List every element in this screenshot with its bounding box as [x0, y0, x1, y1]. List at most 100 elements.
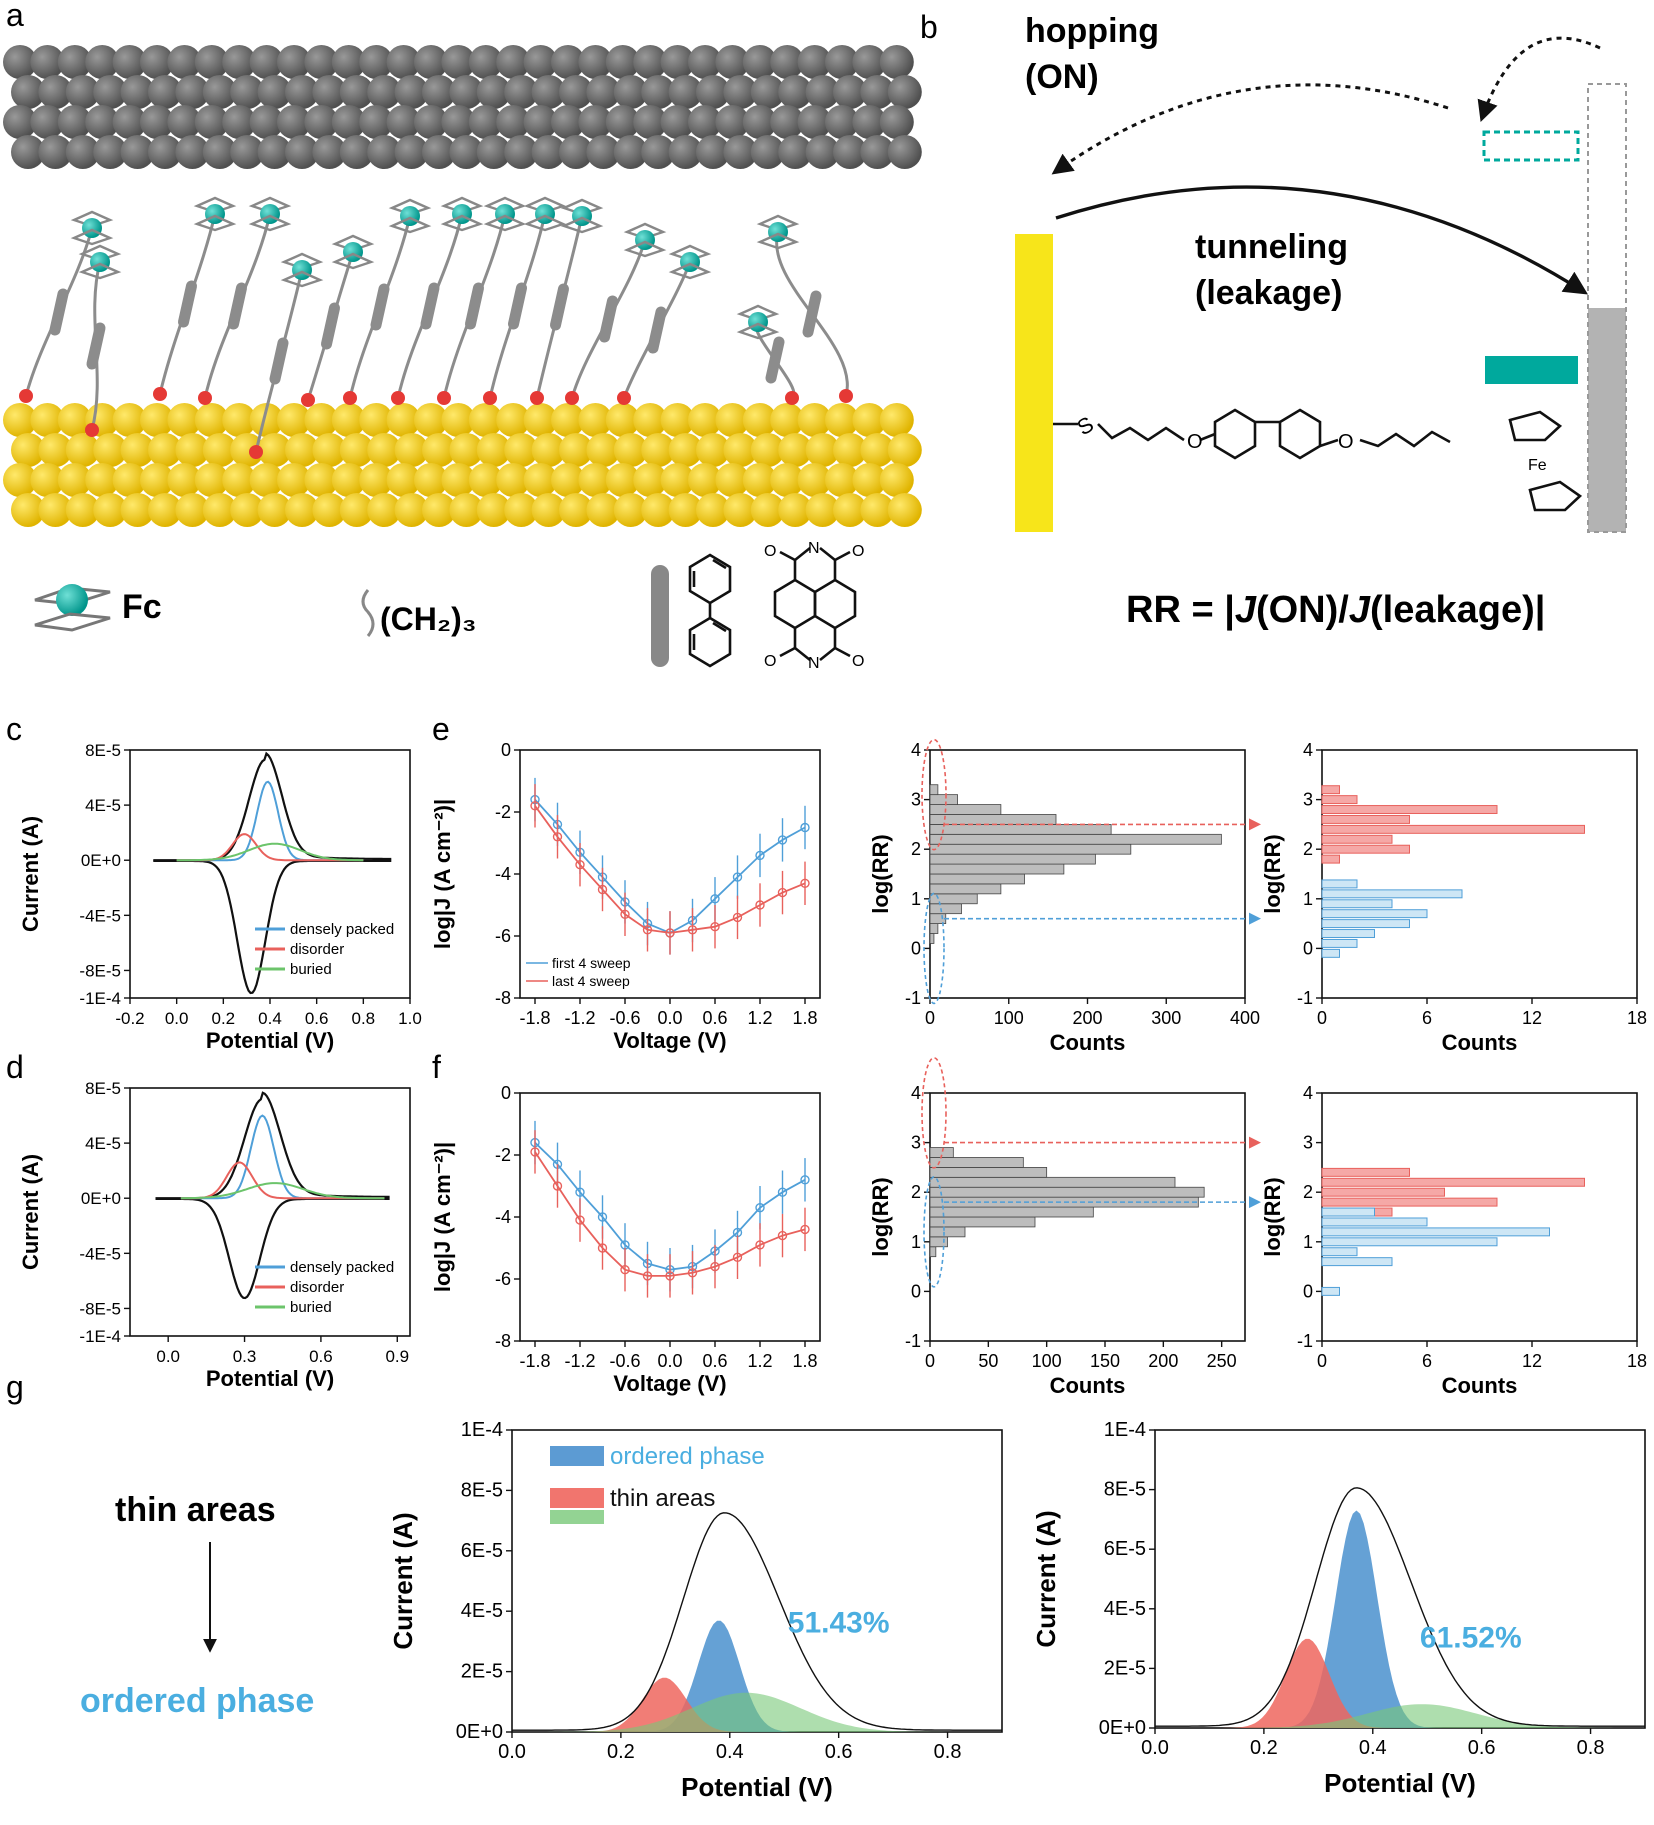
hopping-arrow [1051, 83, 1449, 175]
data-point [755, 850, 765, 861]
electrode-atom [496, 105, 531, 139]
gold-atom [778, 493, 813, 527]
x-tick-label: 12 [1522, 1351, 1542, 1371]
gold-atom [715, 403, 750, 437]
gold-atom [860, 433, 895, 467]
y-tick-label: 4 [1303, 740, 1313, 760]
hist-bar-high [1321, 814, 1410, 824]
electrode-atom [339, 135, 374, 169]
leakage-label: (leakage) [1195, 274, 1342, 312]
rigid-segment [178, 280, 197, 328]
electrode-atom [860, 75, 895, 109]
charts-group: -0.2 0.0 0.2 0.4 0.6 0.8 1.0 8E-5 4E-5 0E+0 -4E-5 -… [18, 738, 1647, 1802]
y-tick-label: -4E-5 [79, 906, 121, 925]
gold-atom [257, 433, 292, 467]
ferrocene-label: Fc [122, 588, 162, 626]
plot-frame [519, 1092, 821, 1342]
cp-ring [78, 262, 122, 280]
gold-atom [120, 433, 155, 467]
rigid-segment [599, 295, 618, 343]
x-tick-label: 6 [1422, 1008, 1432, 1028]
gold-atom [38, 433, 73, 467]
electrode-atom [277, 105, 311, 139]
x-tick-label: 0.3 [233, 1347, 257, 1366]
y-tick-label: 8E-5 [85, 741, 121, 760]
electrode-atom [879, 45, 914, 79]
data-point [710, 1261, 720, 1272]
hist-bar-high [1321, 824, 1585, 834]
component-area [1182, 1510, 1618, 1728]
y-tick-label: -8E-5 [79, 961, 121, 980]
data-point [530, 801, 540, 811]
electrode-atom [449, 135, 484, 169]
hopping-arrow-small [1477, 36, 1601, 122]
thin-areas-label: thin areas [115, 1491, 276, 1529]
x-tick-label: 18 [1627, 1008, 1647, 1028]
gold-atom [386, 403, 421, 437]
hist-bar [929, 903, 962, 915]
y-tick-label: 4E-5 [85, 796, 121, 815]
gold-atom [65, 433, 100, 467]
plot-frame [1154, 1429, 1646, 1729]
data-point [755, 1202, 765, 1213]
y-tick-label: 1E-4 [1104, 1419, 1146, 1441]
electrode-atom [148, 75, 182, 109]
x-tick-label: 0.4 [258, 1009, 282, 1028]
electrode-atom [285, 135, 319, 169]
y-tick-label: -1E-4 [79, 989, 121, 1008]
panel-letter-a: a [6, 0, 24, 33]
legend-label: buried [290, 961, 332, 978]
hist-bar [929, 1186, 1205, 1198]
hist-bar-high [1321, 805, 1498, 814]
y-tick-label: -2 [495, 802, 511, 822]
tunneling-arrow [1055, 185, 1589, 295]
gold-atom [531, 493, 566, 527]
hist-bar-high [1321, 785, 1340, 795]
x-tick-label: 0.2 [1250, 1737, 1278, 1759]
iron-center [82, 218, 102, 238]
thiol-anchor [785, 391, 799, 405]
x-tick-label: 0.6 [825, 1741, 853, 1763]
gold-atom [57, 463, 92, 497]
x-tick-label: 400 [1230, 1008, 1260, 1028]
gold-atom [750, 493, 785, 527]
gold-atom [476, 433, 511, 467]
gold-atom [394, 493, 429, 527]
y-tick-label: -6 [495, 1269, 511, 1289]
electrode-atom [531, 135, 566, 169]
y-tick-label: 4 [911, 740, 921, 760]
electrode-atom [112, 45, 147, 79]
data-point [777, 1187, 788, 1197]
hist-bar [929, 1157, 1024, 1168]
hopping-on-label: (ON) [1025, 58, 1099, 96]
gold-atom [222, 463, 257, 497]
gold-atom [504, 493, 539, 527]
cp-ring [280, 270, 324, 288]
iron-center [680, 252, 700, 272]
x-axis-label: Counts [1442, 1030, 1518, 1055]
gold-atom [285, 493, 319, 527]
y-tick-label: -2 [495, 1145, 511, 1165]
electrode-atom [414, 45, 448, 79]
gold-atom [578, 403, 613, 437]
rigid-segment [269, 337, 289, 385]
jv-chart-f-jv: -1.8 -1.2 -0.6 0.0 0.6 1.2 1.8 0 -2 -4 -6 -8 Voltage… [430, 1083, 821, 1396]
gold-atom [277, 403, 311, 437]
x-tick-label: 250 [1207, 1351, 1237, 1371]
rigid-segment [49, 288, 69, 336]
y-tick-label: 0E+0 [81, 851, 121, 870]
hist-bar-low [1321, 889, 1463, 899]
x-tick-label: -1.2 [564, 1351, 595, 1371]
y-tick-label: 0E+0 [81, 1189, 121, 1208]
electrode-atom [742, 45, 777, 79]
hist-bar [929, 853, 1096, 865]
data-point [800, 1224, 810, 1235]
rr-equation: RR = |J(ON)/J(leakage)| [1126, 589, 1545, 631]
gold-atom [468, 463, 503, 497]
gold-atom [696, 493, 730, 527]
electrode-atom [202, 135, 237, 169]
electrode-atom [660, 45, 695, 79]
iron-center [260, 204, 280, 224]
gold-atom [559, 493, 593, 527]
